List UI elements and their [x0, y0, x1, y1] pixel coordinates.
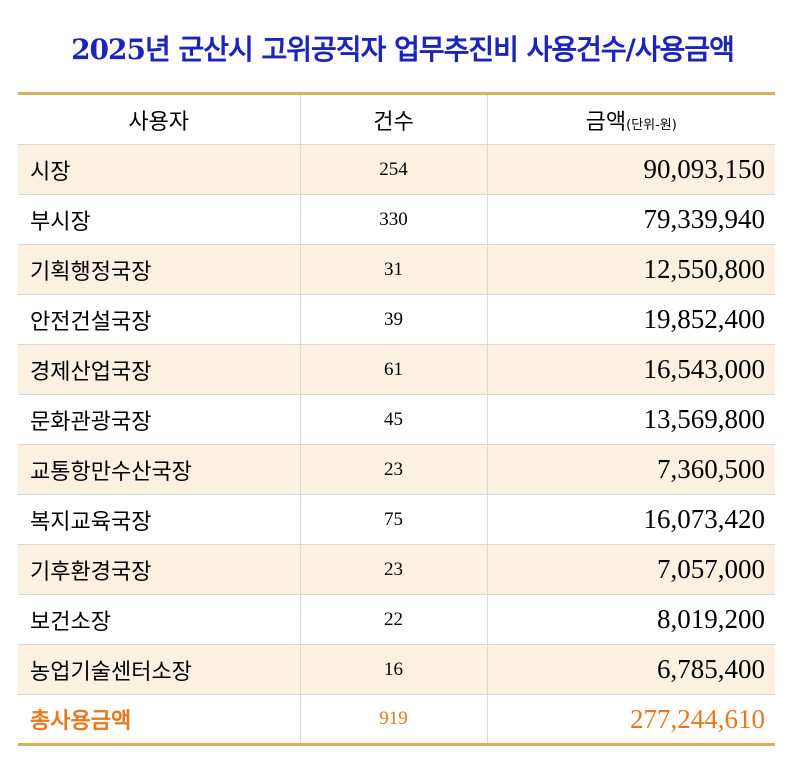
table-row: 농업기술센터소장 16 6,785,400	[18, 644, 775, 695]
table-row: 기후환경국장 23 7,057,000	[18, 544, 775, 595]
table-header: 사용자 건수 금액(단위-원)	[18, 92, 775, 145]
table-cell: 31	[299, 244, 487, 295]
usage-table: 사용자 건수 금액(단위-원) 시장 254 90,093,150 부시장 330 79,…	[18, 92, 775, 746]
table-cell: 경제산업국장	[18, 344, 300, 395]
header-label: 금액	[585, 109, 627, 135]
table-row: 총사용금액 919 277,244,610	[18, 694, 775, 746]
table-cell: 39	[299, 294, 487, 345]
table-cell: 277,244,610	[486, 694, 775, 746]
table-row: 안전건설국장 39 19,852,400	[18, 294, 775, 345]
table-cell: 22	[299, 594, 487, 645]
header-cell: 건수	[299, 92, 487, 145]
table-cell: 19,852,400	[486, 294, 775, 345]
title: 2025년 군산시 고위공직자 업무추진비 사용건수/사용금액	[71, 33, 735, 66]
table-cell: 12,550,800	[486, 244, 775, 295]
table-cell: 8,019,200	[486, 594, 775, 645]
table-row: 기획행정국장 31 12,550,800	[18, 244, 775, 295]
table-cell: 330	[299, 194, 487, 245]
table-cell: 부시장	[18, 194, 300, 245]
table-cell: 시장	[18, 144, 300, 195]
table-cell: 45	[299, 394, 487, 445]
table-cell: 기후환경국장	[18, 544, 300, 595]
table-row: 경제산업국장 61 16,543,000	[18, 344, 775, 395]
table-cell: 6,785,400	[486, 644, 775, 695]
table-cell: 16	[299, 644, 487, 695]
table-cell: 75	[299, 494, 487, 545]
table-cell: 61	[299, 344, 487, 395]
table-cell: 문화관광국장	[18, 394, 300, 445]
table-cell: 보건소장	[18, 594, 300, 645]
table-row: 시장 254 90,093,150	[18, 144, 775, 195]
table-cell: 7,360,500	[486, 444, 775, 495]
table-cell: 90,093,150	[486, 144, 775, 195]
table-row: 부시장 330 79,339,940	[18, 194, 775, 245]
table-cell: 16,073,420	[486, 494, 775, 545]
table-row: 교통항만수산국장 23 7,360,500	[18, 444, 775, 495]
table-cell: 기획행정국장	[18, 244, 300, 295]
table-cell: 7,057,000	[486, 544, 775, 595]
table-row: 복지교육국장 75 16,073,420	[18, 494, 775, 545]
table-cell: 254	[299, 144, 487, 195]
table-cell: 23	[299, 544, 487, 595]
header-unit: (단위-원)	[626, 117, 677, 133]
header-cell: 금액(단위-원)	[486, 92, 775, 145]
table-cell: 복지교육국장	[18, 494, 300, 545]
header-cell: 사용자	[18, 92, 300, 145]
table-cell: 안전건설국장	[18, 294, 300, 345]
table-cell: 79,339,940	[486, 194, 775, 245]
table-cell: 농업기술센터소장	[18, 644, 300, 695]
table-cell: 교통항만수산국장	[18, 444, 300, 495]
table-row: 보건소장 22 8,019,200	[18, 594, 775, 645]
table-cell: 23	[299, 444, 487, 495]
table-row: 문화관광국장 45 13,569,800	[18, 394, 775, 445]
header-row: 사용자 건수 금액(단위-원)	[18, 92, 775, 145]
table-cell: 919	[299, 694, 487, 746]
table-cell: 16,543,000	[486, 344, 775, 395]
table-body: 시장 254 90,093,150 부시장 330 79,339,940 기획행정국장 31 1…	[18, 144, 775, 746]
table-cell: 총사용금액	[18, 694, 300, 746]
table-cell: 13,569,800	[486, 394, 775, 445]
